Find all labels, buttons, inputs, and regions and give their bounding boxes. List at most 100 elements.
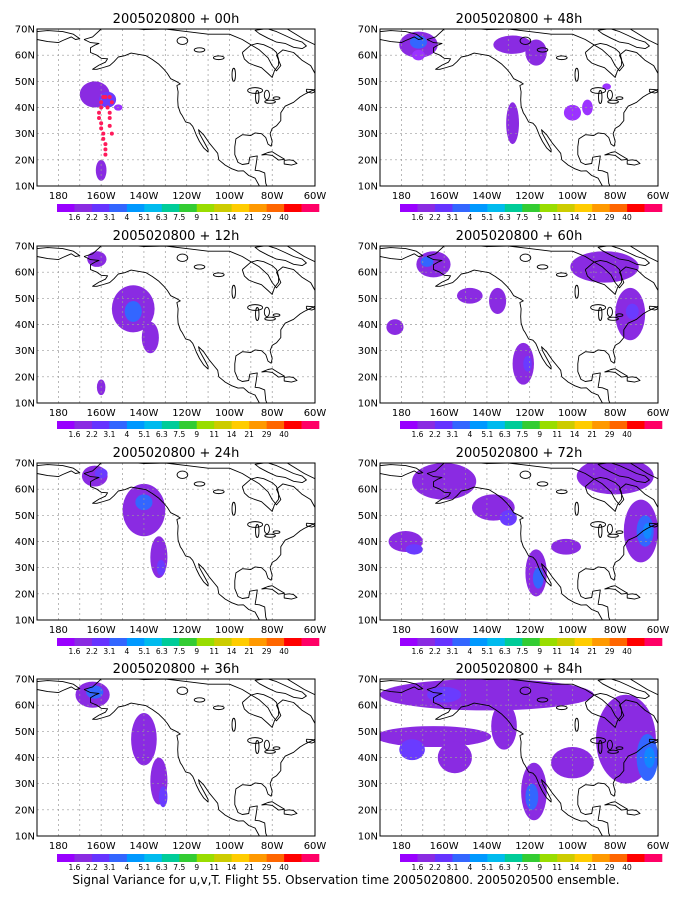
lake-outline (606, 306, 613, 318)
lake-outline (606, 523, 613, 535)
colorbar-swatch (574, 638, 593, 646)
variance-region (380, 726, 492, 748)
lat-tick-label: 40N (15, 320, 35, 331)
variance-region (532, 567, 544, 589)
coastline (584, 692, 623, 728)
variance-region (405, 544, 423, 555)
lon-tick-label: 180 (49, 841, 68, 852)
lat-tick-label: 10N (15, 182, 35, 193)
coastline (648, 88, 658, 94)
panel-title: 2005020800 + 24h (113, 446, 240, 461)
lat-tick-label: 40N (15, 103, 35, 114)
coastline (37, 680, 81, 694)
lake-outline (598, 524, 603, 539)
colorbar-swatch (231, 421, 250, 429)
colorbar-swatch (504, 854, 523, 862)
observation-point (99, 105, 104, 110)
colorbar-label: 3.1 (103, 647, 115, 656)
lake-outline (176, 253, 189, 262)
colorbar-label: 4 (124, 213, 129, 222)
lake-outline (272, 313, 281, 317)
colorbar-label: 2.2 (429, 430, 441, 439)
colorbar-label: 1.6 (68, 647, 80, 656)
variance-region (412, 49, 425, 61)
colorbar-swatch (487, 854, 506, 862)
lake-outline (231, 67, 236, 82)
colorbar-label: 4 (124, 863, 129, 872)
coastline (83, 679, 315, 836)
colorbar-swatch (126, 421, 145, 429)
coastline (426, 29, 658, 186)
lake-outline (193, 264, 206, 270)
colorbar-label: 7.5 (173, 430, 185, 439)
variance-region (399, 739, 425, 761)
colorbar-swatch (284, 638, 302, 646)
colorbar-label: 6.3 (499, 647, 511, 656)
lat-tick-label: 40N (358, 320, 378, 331)
colorbar-swatch (249, 421, 267, 429)
lon-tick-label: 100W (215, 191, 244, 202)
colorbar-label: 11 (552, 863, 562, 872)
colorbar-label: 6.3 (499, 430, 511, 439)
colorbar-swatch (214, 854, 232, 862)
map-frame (36, 28, 316, 187)
lake-outline (247, 304, 264, 311)
lake-outline (247, 737, 264, 744)
colorbar-swatch (91, 638, 110, 646)
lake-outline (615, 96, 624, 100)
colorbar-label: 11 (209, 647, 219, 656)
colorbar-swatch (592, 638, 610, 646)
colorbar-swatch (644, 854, 663, 862)
colorbar-swatch (574, 204, 593, 212)
colorbar-label: 11 (552, 430, 562, 439)
lat-tick-label: 10N (358, 832, 378, 843)
coastline (426, 246, 658, 403)
variance-region (643, 523, 652, 539)
colorbar-swatch (504, 638, 523, 646)
colorbar-swatch (214, 638, 232, 646)
colorbar: 1.6 2.2 3.1 4 5.1 6.3 7.5 9 11 14 21 29 40 (57, 204, 320, 222)
colorbar-swatch (57, 421, 75, 429)
colorbar-label: 11 (552, 647, 562, 656)
colorbar-swatch (557, 854, 575, 862)
map-panel: 2005020800 + 24h 10N 20N 30N 40N 50N 60N 70N 180… (15, 446, 327, 656)
colorbar-label: 2.2 (86, 430, 98, 439)
panel-title: 2005020800 + 72h (456, 446, 583, 461)
lat-tick-label: 70N (358, 242, 378, 253)
lat-tick-label: 30N (15, 346, 35, 357)
colorbar-swatch (266, 204, 285, 212)
colorbar-swatch (91, 854, 110, 862)
lon-tick-label: 160W (430, 841, 459, 852)
colorbar-label: 40 (622, 213, 632, 222)
lake-outline (193, 47, 206, 53)
colorbar-label: 40 (622, 863, 632, 872)
coastline (597, 463, 650, 484)
coastline (261, 585, 286, 595)
colorbar-label: 29 (262, 213, 272, 222)
colorbar: 1.6 2.2 3.1 4 5.1 6.3 7.5 9 11 14 21 29 40 (400, 204, 663, 222)
colorbar-swatch (400, 421, 418, 429)
lon-tick-label: 180 (49, 625, 68, 636)
lat-tick-label: 50N (358, 727, 378, 738)
colorbar-swatch (487, 204, 506, 212)
coastline (305, 522, 315, 528)
lat-tick-label: 20N (15, 372, 35, 383)
colorbar-swatch (144, 204, 163, 212)
lon-tick-label: 80W (261, 841, 284, 852)
colorbar-label: 1.6 (68, 213, 80, 222)
coastline (261, 368, 286, 378)
lon-tick-label: 60W (304, 625, 327, 636)
lat-tick-label: 70N (15, 25, 35, 36)
map-panel: 2005020800 + 12h 10N 20N 30N 40N 50N 60N 70N 180… (15, 229, 327, 439)
colorbar-label: 7.5 (173, 213, 185, 222)
colorbar-label: 6.3 (156, 863, 168, 872)
variance-region (420, 256, 434, 267)
panel-title: 2005020800 + 00h (113, 12, 240, 27)
coastline (241, 476, 280, 512)
colorbar-swatch (557, 204, 575, 212)
coastline (254, 679, 307, 700)
colorbar-swatch (231, 204, 250, 212)
coastline (597, 29, 650, 50)
lon-tick-label: 140W (129, 625, 158, 636)
colorbar-swatch (417, 204, 436, 212)
